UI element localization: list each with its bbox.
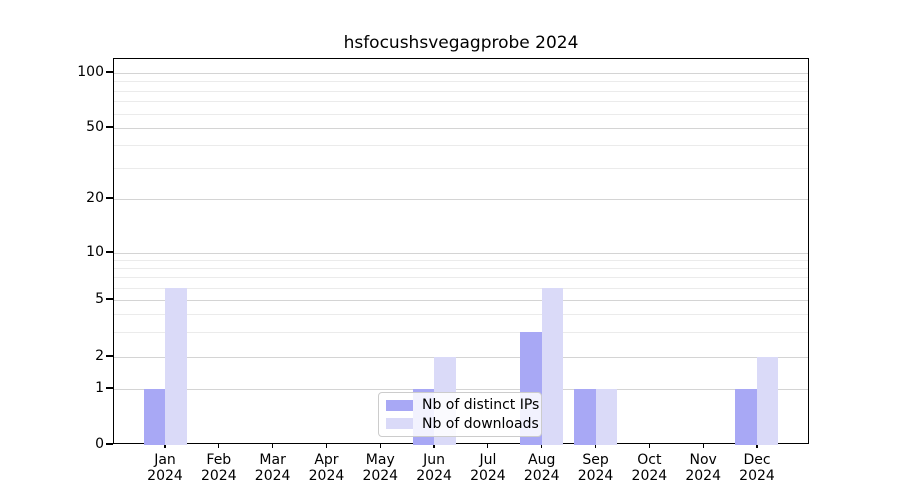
y-tick-label: 50 [86,119,104,135]
x-tick-label: Nov 2024 [685,452,721,484]
minor-gridline [114,145,808,147]
y-tick-label: 10 [86,244,104,260]
x-tick-label: May 2024 [362,452,399,484]
legend-swatch-downloads [386,418,413,430]
bar-nb-of-distinct-ips-0 [143,389,165,445]
x-tick-label: Oct 2024 [631,452,668,484]
minor-gridline [114,90,808,92]
legend-item-distinct-ips: Nb of distinct IPs [386,397,539,413]
y-tick-mark [106,355,113,357]
x-tick-label: Feb 2024 [200,452,237,484]
major-gridline [114,73,808,74]
minor-gridline [114,268,808,270]
y-tick-mark [106,387,113,389]
minor-gridline [114,101,808,103]
y-tick-label: 2 [95,348,104,364]
y-tick-mark [106,298,113,300]
major-gridline [114,253,808,254]
minor-gridline [114,260,808,262]
plot-area [113,58,809,445]
minor-gridline [114,287,808,289]
y-tick-label: 0 [95,436,104,452]
y-tick-label: 100 [77,64,104,80]
bar-nb-of-downloads-0 [165,287,187,445]
legend: Nb of distinct IPs Nb of downloads [378,392,542,437]
minor-gridline [114,313,808,315]
x-tick-label: Jul 2024 [470,452,506,484]
legend-swatch-distinct-ips [386,399,413,411]
minor-gridline [114,167,808,169]
minor-gridline [114,331,808,333]
major-gridline [114,128,808,129]
x-tick-label: Sep 2024 [577,452,614,484]
bar-nb-of-downloads-8 [595,389,618,445]
y-tick-mark [106,126,113,128]
legend-item-downloads: Nb of downloads [386,416,539,432]
x-tick-label: Jan 2024 [147,452,183,484]
x-tick-mark [325,444,328,448]
y-tick-mark [106,443,113,445]
major-gridline [114,199,808,200]
y-tick-mark [106,71,113,73]
x-tick-mark [218,444,220,448]
bar-nb-of-downloads-7 [541,287,564,445]
minor-gridline [114,81,808,83]
x-tick-label: Mar 2024 [254,452,291,484]
major-gridline [114,389,808,390]
x-tick-label: Dec 2024 [739,452,775,484]
chart-title: hsfocushsvegagprobe 2024 [343,33,579,53]
x-tick-mark [756,444,758,448]
major-gridline [114,357,808,358]
y-tick-label: 1 [95,380,104,396]
y-tick-mark [106,251,113,253]
x-tick-mark [594,444,597,448]
minor-gridline [114,113,808,115]
bar-nb-of-distinct-ips-11 [735,389,757,445]
legend-label-distinct-ips: Nb of distinct IPs [422,397,540,414]
x-tick-label: Jun 2024 [416,452,452,484]
x-tick-label: Aug 2024 [523,452,560,484]
x-tick-mark [702,444,704,448]
y-tick-mark [106,197,113,199]
legend-label-downloads: Nb of downloads [422,415,539,432]
y-tick-label: 5 [95,291,104,307]
x-tick-mark [272,444,274,448]
bar-nb-of-downloads-11 [756,357,779,445]
y-tick-label: 20 [86,190,104,206]
x-tick-mark [541,444,543,448]
x-tick-mark [433,444,435,448]
x-tick-mark [487,444,489,448]
x-tick-label: Apr 2024 [308,452,345,484]
x-tick-mark [648,444,650,448]
x-tick-mark [379,444,381,448]
x-tick-mark [164,444,166,448]
minor-gridline [114,277,808,279]
bar-nb-of-distinct-ips-8 [574,389,596,445]
major-gridline [114,300,808,301]
